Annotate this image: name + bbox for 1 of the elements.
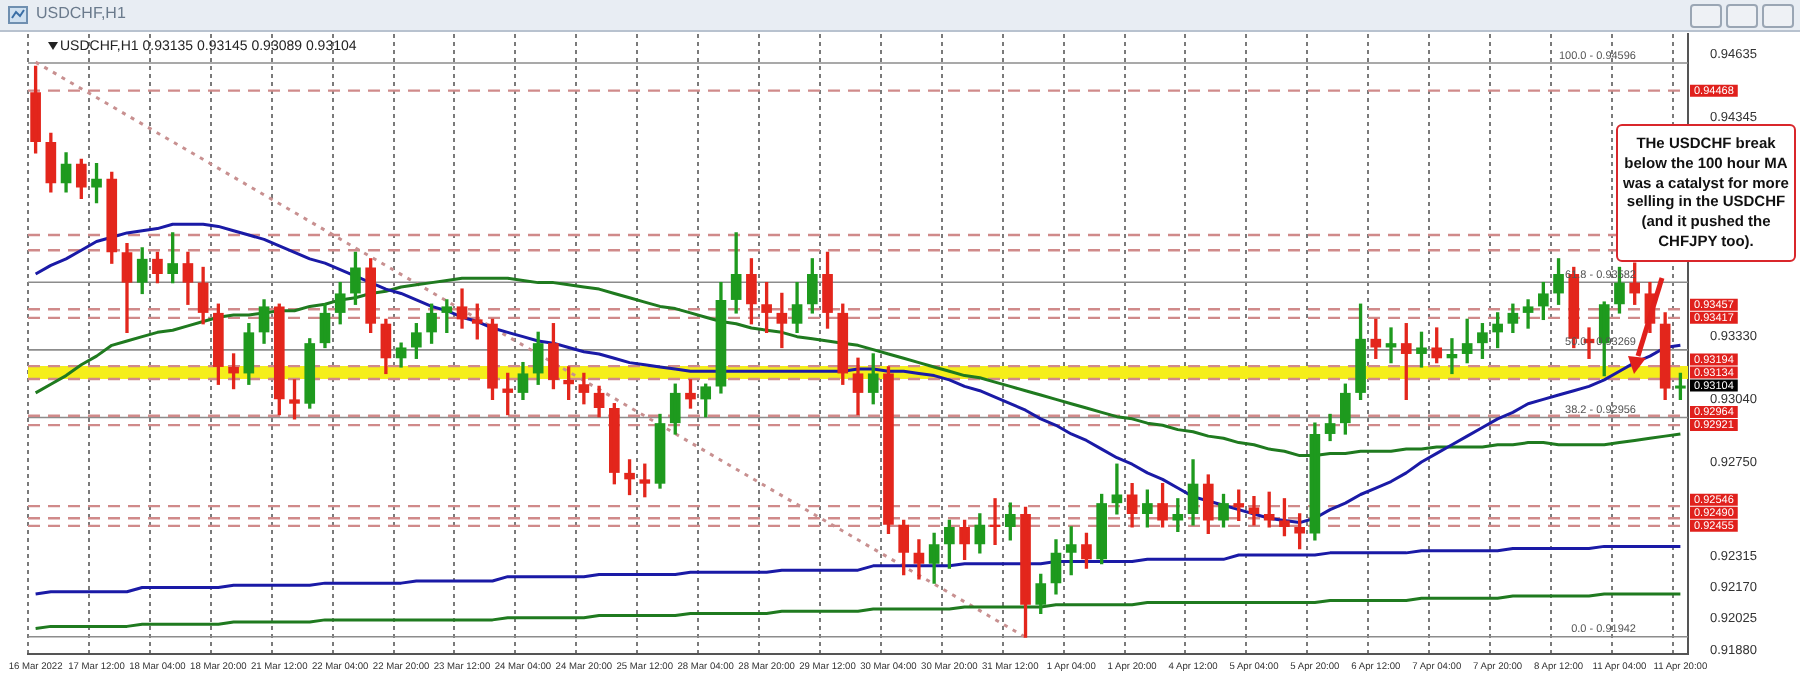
chart-title: USDCHF,H1 [36, 4, 126, 22]
